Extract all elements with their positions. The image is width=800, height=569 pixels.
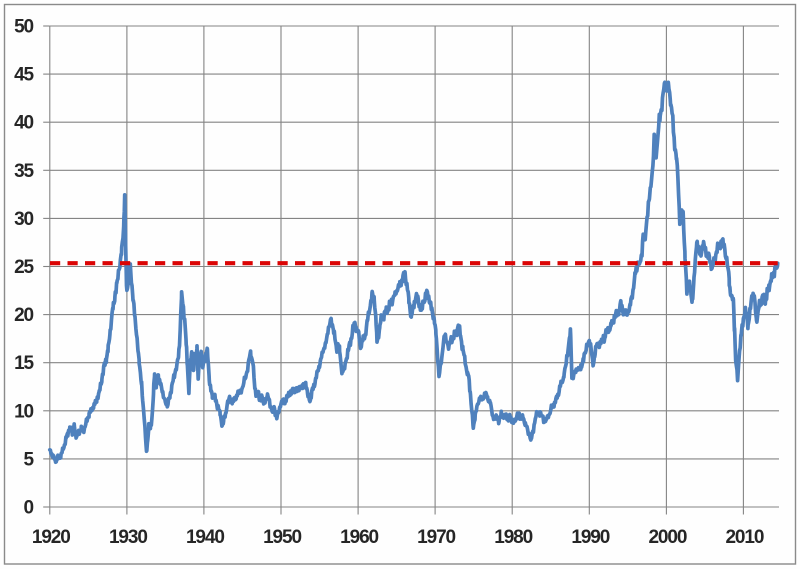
svg-text:30: 30 — [14, 209, 33, 230]
svg-text:25: 25 — [14, 257, 34, 278]
svg-text:1990: 1990 — [571, 527, 609, 548]
svg-text:1980: 1980 — [494, 527, 532, 548]
svg-text:10: 10 — [14, 401, 33, 422]
svg-text:45: 45 — [14, 65, 34, 86]
svg-text:5: 5 — [24, 449, 35, 470]
svg-text:2010: 2010 — [725, 527, 763, 548]
svg-text:40: 40 — [14, 113, 33, 134]
svg-text:0: 0 — [24, 498, 34, 519]
svg-text:20: 20 — [14, 305, 33, 326]
svg-text:1950: 1950 — [263, 527, 301, 548]
svg-text:1970: 1970 — [417, 527, 455, 548]
svg-text:35: 35 — [14, 161, 34, 182]
svg-text:1930: 1930 — [109, 527, 147, 548]
svg-text:50: 50 — [14, 17, 33, 38]
svg-text:1920: 1920 — [32, 527, 70, 548]
svg-text:15: 15 — [14, 353, 34, 374]
svg-text:2000: 2000 — [648, 527, 686, 548]
svg-text:1940: 1940 — [186, 527, 224, 548]
svg-text:1960: 1960 — [340, 527, 378, 548]
